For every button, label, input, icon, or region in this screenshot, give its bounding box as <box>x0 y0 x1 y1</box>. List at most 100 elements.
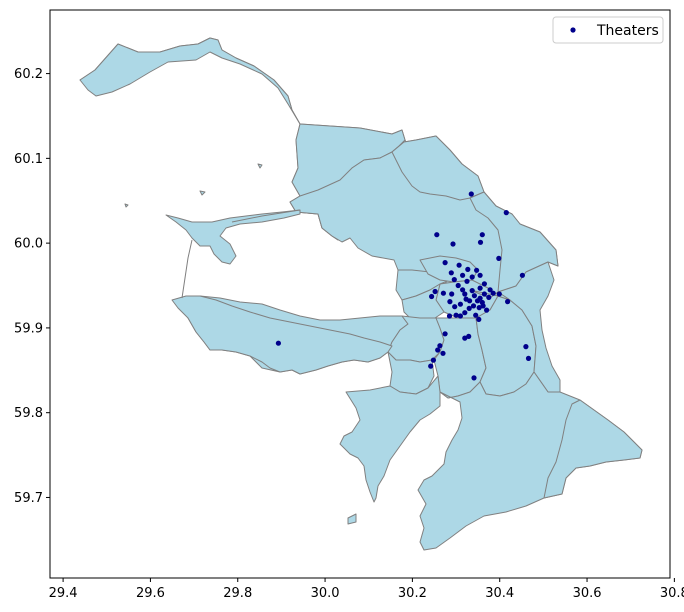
theater-point <box>496 291 502 297</box>
x-tick-label: 29.6 <box>136 586 165 601</box>
y-tick-label: 60.0 <box>14 237 43 252</box>
theater-point <box>471 375 477 381</box>
theater-point <box>470 303 477 309</box>
theater-point <box>465 266 471 272</box>
theater-point <box>474 267 480 273</box>
theater-point <box>467 298 473 304</box>
theater-point <box>477 272 483 278</box>
x-tick-label: 30.0 <box>311 586 340 601</box>
legend-marker <box>570 27 576 33</box>
theater-point <box>440 350 446 356</box>
legend-label: Theaters <box>596 23 659 39</box>
theater-point <box>469 274 475 280</box>
theater-point <box>448 270 454 276</box>
theater-point <box>476 305 482 311</box>
x-tick-label: 30.4 <box>485 586 514 601</box>
district-southwest-peninsula <box>339 375 441 503</box>
theater-point <box>466 305 472 311</box>
district-petrodvortsovy <box>387 351 435 395</box>
theater-point <box>484 307 490 313</box>
islet-1 <box>124 203 129 208</box>
theater-point <box>464 278 470 284</box>
theater-point <box>457 301 463 307</box>
theater-point <box>430 357 436 363</box>
theater-point <box>477 285 483 291</box>
x-tick-label: 30.8 <box>660 586 684 601</box>
theater-point <box>462 310 468 316</box>
theater-point <box>452 304 458 310</box>
axes-frame <box>49 9 671 579</box>
theater-point <box>457 313 463 319</box>
theater-point <box>449 291 455 297</box>
y-tick-label: 59.7 <box>14 491 43 506</box>
theater-point <box>503 210 509 216</box>
x-tick-label: 30.2 <box>398 586 427 601</box>
theater-point <box>490 290 496 296</box>
theater-point <box>481 281 487 287</box>
x-tick-label: 29.8 <box>223 586 252 601</box>
theater-point <box>474 298 481 304</box>
theater-point <box>505 299 511 305</box>
islet-2 <box>199 190 206 196</box>
theater-point <box>434 232 440 238</box>
y-tick-label: 60.1 <box>14 152 43 167</box>
theater-point <box>440 290 446 296</box>
theater-point <box>442 260 448 266</box>
theater-point <box>523 344 529 350</box>
theater-point <box>451 277 457 283</box>
district-vyborgsky <box>391 135 485 201</box>
district-basemap <box>79 37 643 551</box>
theater-point <box>446 313 453 319</box>
theater-point <box>481 291 487 297</box>
theater-point <box>519 272 526 278</box>
theater-point <box>460 272 466 278</box>
x-tick-label: 29.4 <box>49 586 78 601</box>
theater-point <box>462 335 468 341</box>
theater-point <box>496 255 502 261</box>
theater-point <box>525 355 532 361</box>
theater-point <box>468 191 474 197</box>
theater-point <box>480 303 486 309</box>
x-axis-ticks: 29.4 29.6 29.8 30.0 30.2 30.4 30.6 30.8 <box>49 578 684 601</box>
y-tick-label: 60.2 <box>14 67 43 82</box>
y-tick-label: 59.9 <box>14 321 43 336</box>
theater-point <box>486 294 492 300</box>
y-axis-ticks: 59.7 59.8 59.9 60.0 60.1 60.2 <box>14 67 50 506</box>
theater-point <box>462 291 468 297</box>
theater-point <box>437 343 443 349</box>
theater-point <box>476 316 482 322</box>
x-tick-label: 30.6 <box>573 586 602 601</box>
theater-point <box>442 331 448 337</box>
theater-point <box>479 232 485 238</box>
y-tick-label: 59.8 <box>14 406 43 421</box>
theater-point <box>487 287 493 293</box>
theater-point <box>469 288 475 294</box>
theater-point <box>460 287 466 293</box>
theater-points <box>275 191 532 381</box>
theater-point <box>471 293 477 299</box>
theater-point <box>428 363 434 369</box>
theater-point <box>435 347 441 353</box>
district-lomonosov-coast <box>171 295 393 375</box>
theater-point <box>429 293 435 300</box>
theater-point <box>447 299 453 305</box>
theater-point <box>432 288 438 295</box>
theater-point <box>466 333 472 339</box>
district-kolpinsky <box>543 399 643 499</box>
dam-line <box>181 209 301 299</box>
district-kronstadt <box>165 209 301 265</box>
islet-3 <box>257 163 263 169</box>
theater-point <box>453 312 459 318</box>
theater-point <box>456 262 462 268</box>
theater-point <box>455 282 461 289</box>
district-nevsky <box>497 261 561 393</box>
legend: Theaters <box>552 16 664 44</box>
theater-point <box>473 312 479 318</box>
theater-point <box>477 239 484 245</box>
theater-point <box>450 241 456 247</box>
district-south-tip <box>347 513 357 525</box>
legend-box <box>552 16 664 44</box>
theater-point <box>275 340 281 346</box>
